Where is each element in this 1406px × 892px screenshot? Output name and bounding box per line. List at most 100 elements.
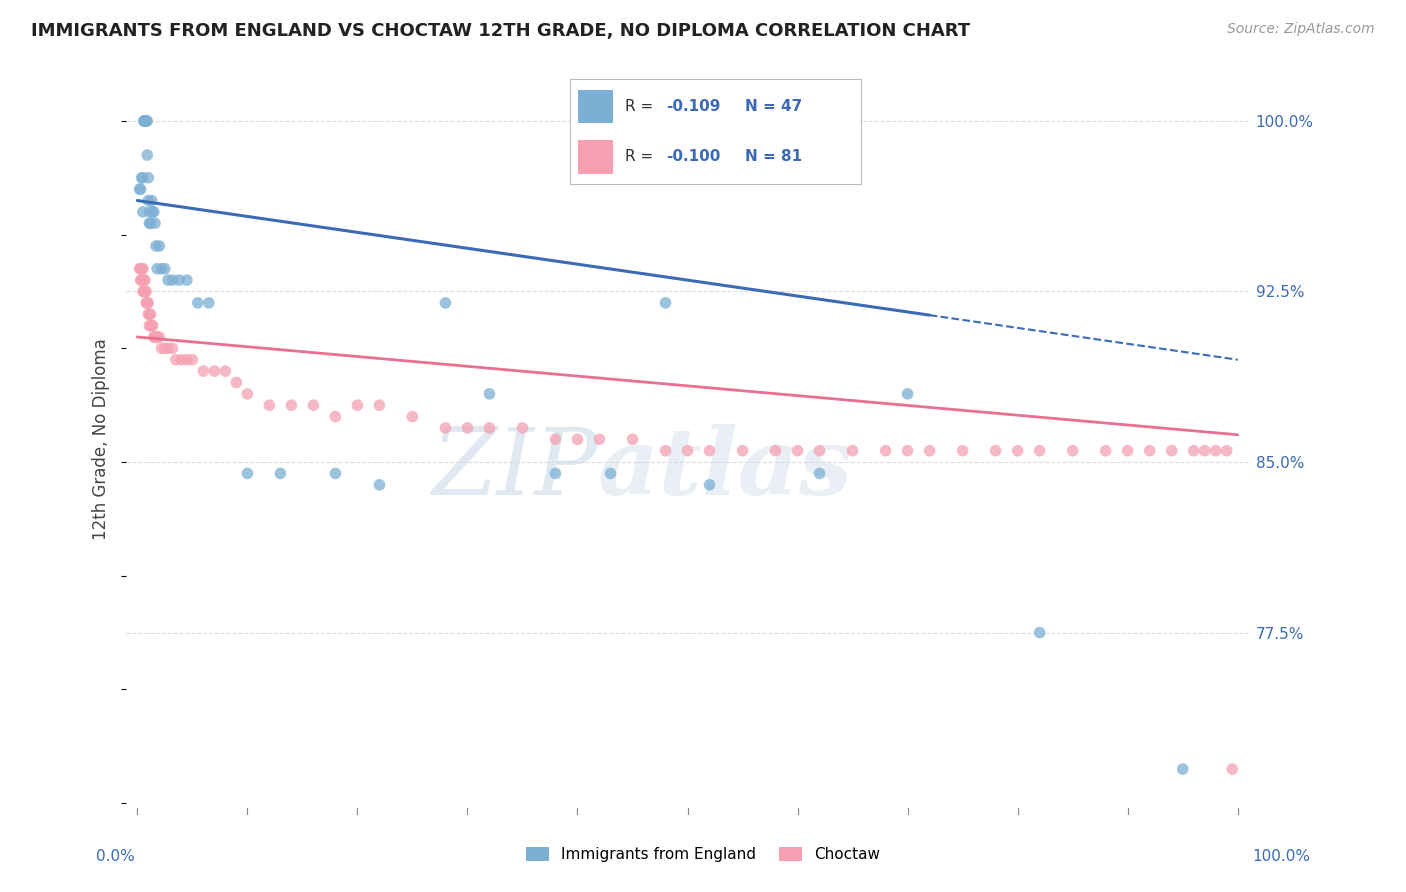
Point (765, 443, 787, 458)
Point (136, 296, 159, 310)
Point (198, 296, 221, 310)
Text: 100.0%: 100.0% (1253, 849, 1310, 864)
Point (136, 148, 159, 162)
Point (1215, 443, 1237, 458)
Text: ZIP: ZIP (432, 425, 598, 515)
Point (786, 443, 808, 458)
Point (181, 352, 204, 367)
Point (134, 114, 156, 128)
Point (984, 443, 1007, 458)
Point (654, 296, 676, 310)
Text: 0.0%: 0.0% (96, 849, 135, 864)
Point (157, 273, 180, 287)
Point (146, 261, 169, 276)
Point (136, 296, 159, 310)
Point (176, 352, 198, 367)
Point (875, 443, 897, 458)
Point (1062, 443, 1084, 458)
Point (1028, 625, 1050, 640)
Point (148, 239, 170, 253)
Point (731, 443, 754, 458)
Point (157, 342, 180, 356)
Point (136, 296, 159, 310)
Point (841, 443, 863, 458)
Point (368, 477, 391, 491)
Point (165, 352, 187, 367)
Point (138, 307, 160, 321)
Point (236, 467, 259, 481)
Point (129, 261, 152, 276)
Point (131, 273, 153, 287)
Point (143, 330, 166, 344)
Point (138, 216, 160, 230)
Point (132, 114, 155, 128)
Point (621, 433, 644, 447)
Point (325, 409, 347, 424)
Point (544, 433, 567, 447)
Point (699, 477, 721, 491)
Point (478, 421, 501, 435)
Point (132, 285, 155, 299)
Point (567, 433, 589, 447)
Point (236, 387, 259, 401)
Point (170, 352, 193, 367)
Point (1116, 443, 1139, 458)
Point (269, 467, 291, 481)
Point (187, 296, 209, 310)
Point (136, 194, 159, 208)
Point (138, 318, 160, 333)
Point (136, 307, 159, 321)
Point (135, 285, 157, 299)
Point (148, 330, 170, 344)
Point (1194, 443, 1216, 458)
Point (1182, 443, 1205, 458)
Point (145, 239, 167, 253)
Point (135, 114, 157, 128)
Point (135, 296, 157, 310)
Point (132, 273, 155, 287)
Point (128, 182, 150, 196)
Point (1028, 443, 1050, 458)
Point (214, 364, 236, 378)
Point (478, 387, 501, 401)
Point (176, 273, 198, 287)
Point (599, 467, 621, 481)
Point (162, 273, 184, 287)
Point (134, 273, 156, 287)
Point (142, 330, 165, 344)
Point (434, 296, 457, 310)
Y-axis label: 12th Grade, No Diploma: 12th Grade, No Diploma (93, 338, 110, 541)
Point (129, 273, 152, 287)
Point (302, 398, 325, 412)
Point (325, 467, 347, 481)
Point (1205, 443, 1227, 458)
Point (202, 364, 225, 378)
Point (141, 194, 163, 208)
Point (132, 261, 155, 276)
Text: IMMIGRANTS FROM ENGLAND VS CHOCTAW 12TH GRADE, NO DIPLOMA CORRELATION CHART: IMMIGRANTS FROM ENGLAND VS CHOCTAW 12TH … (31, 22, 970, 40)
Point (225, 376, 247, 390)
Point (699, 443, 721, 458)
Point (401, 409, 423, 424)
Point (897, 387, 920, 401)
Point (136, 114, 159, 128)
Point (1094, 443, 1116, 458)
Point (808, 443, 831, 458)
Point (131, 170, 153, 185)
Point (134, 114, 156, 128)
Point (456, 421, 478, 435)
Point (259, 398, 281, 412)
Point (368, 398, 391, 412)
Text: atlas: atlas (598, 425, 853, 515)
Point (139, 318, 162, 333)
Point (544, 467, 567, 481)
Point (142, 205, 165, 219)
Point (167, 273, 190, 287)
Point (1139, 443, 1161, 458)
Point (588, 433, 610, 447)
Point (141, 318, 163, 333)
Point (952, 443, 974, 458)
Point (132, 205, 155, 219)
Point (139, 216, 162, 230)
Point (134, 285, 156, 299)
